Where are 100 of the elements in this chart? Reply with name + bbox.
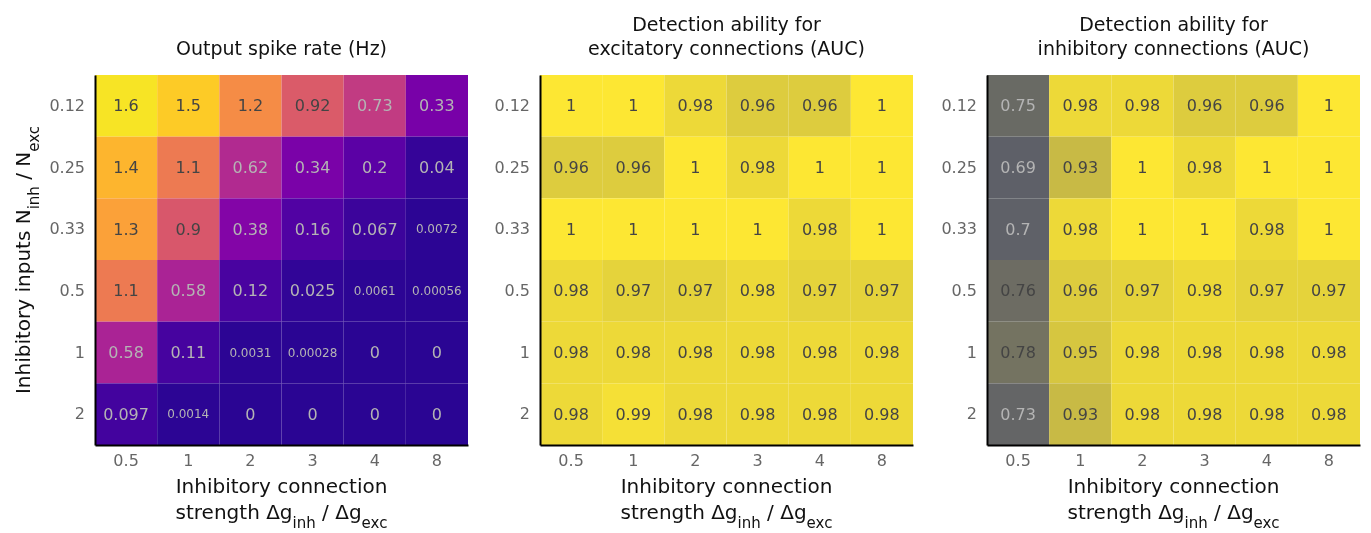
data-label: 0.98 (801, 404, 838, 424)
x-tick-label: 2 (245, 451, 256, 471)
x-axis-title: Inhibitory connection strength Δg$_{inh}$ / Δg$_{exc}$ (620, 474, 833, 532)
data-label: 1.3 (113, 219, 139, 239)
x-tick-label: 8 (1323, 451, 1335, 471)
data-label: 0.097 (103, 404, 149, 424)
x-tick-label: 1 (183, 451, 194, 471)
data-label: 0.99 (615, 404, 652, 424)
data-label: 0.96 (1248, 96, 1285, 116)
data-label: 0.97 (677, 281, 714, 301)
y-tick-label: 0.5 (951, 280, 977, 300)
data-label: 0.93 (1062, 404, 1099, 424)
data-label: 0.98 (615, 343, 652, 362)
data-label: 0.98 (677, 343, 714, 362)
data-label: 0.98 (553, 343, 589, 362)
data-label: 0.73 (356, 96, 393, 116)
data-label: 0.98 (1186, 343, 1223, 362)
y-tick-label: 0.33 (49, 219, 85, 239)
x-tick-label: 2 (690, 451, 701, 471)
x-tick-label: 0.5 (558, 451, 584, 471)
data-label: 0.98 (1186, 158, 1223, 177)
x-tick-label: 3 (307, 451, 318, 471)
y-tick-label: 0.33 (494, 219, 530, 239)
data-label: 0.38 (232, 219, 269, 239)
y-tick-label: 0.25 (941, 157, 977, 177)
data-label: 1 (1323, 219, 1335, 239)
data-label: 0.93 (1062, 158, 1099, 177)
data-label: 1.2 (237, 96, 264, 116)
x-axis-title: Inhibitory connection strength Δg$_{inh}$ / Δg$_{exc}$ (1067, 474, 1280, 532)
data-label: 1 (876, 158, 888, 177)
chart-title: Output spike rate (Hz) (175, 37, 388, 59)
data-label: 0.69 (1000, 158, 1036, 177)
data-label: 0.98 (739, 158, 776, 177)
x-tick-label: 8 (876, 451, 888, 471)
data-label: 1 (876, 96, 888, 116)
data-label: 1 (814, 158, 825, 177)
data-label: 0.98 (677, 96, 714, 116)
data-label: 0.62 (232, 158, 269, 177)
y-tick-label: 0.33 (941, 219, 977, 239)
data-label: 1 (690, 158, 701, 177)
data-label: 0.97 (1311, 281, 1347, 301)
data-label: 1.5 (175, 96, 201, 116)
data-label: 0.97 (1248, 281, 1285, 301)
x-tick-label: 4 (814, 451, 825, 471)
x-tick-label: 2 (1137, 451, 1148, 471)
y-tick-label: 0.12 (49, 95, 85, 115)
data-label: 0.33 (419, 96, 455, 116)
data-label: 0.92 (294, 96, 331, 116)
data-label: 1.4 (113, 158, 139, 177)
data-label: 0.11 (170, 343, 207, 362)
data-label: 0.97 (864, 281, 900, 301)
data-label: 0.98 (1124, 404, 1161, 424)
data-label: 0.96 (615, 158, 652, 177)
data-label: 0.97 (1124, 281, 1161, 301)
data-label: 0.98 (553, 404, 589, 424)
y-tick-label: 0.12 (941, 95, 977, 115)
x-tick-label: 3 (752, 451, 763, 471)
data-label: 0.98 (801, 219, 838, 239)
data-label: 1 (752, 219, 763, 239)
data-label: 0.98 (739, 281, 776, 301)
data-label: 0.98 (1248, 404, 1285, 424)
data-label: 0.0072 (415, 222, 458, 237)
y-tick-label: 1 (966, 342, 977, 362)
data-label: 0 (245, 404, 256, 424)
chart-title: Detection ability for excitatory connections (AUC) (588, 13, 865, 59)
data-label: 0.04 (419, 158, 455, 177)
data-label: 0.97 (801, 281, 838, 301)
data-label: 0.98 (1311, 404, 1347, 424)
y-tick-label: 0.25 (494, 157, 530, 177)
data-label: 0.00028 (287, 345, 338, 360)
x-tick-label: 4 (1261, 451, 1272, 471)
y-tick-label: 2 (966, 404, 977, 424)
data-label: 0.96 (739, 96, 776, 116)
data-label: 0.00056 (412, 283, 462, 298)
data-label: 1 (628, 96, 639, 116)
data-label: 0.98 (1062, 219, 1099, 239)
data-label: 1 (628, 219, 639, 239)
data-label: 0 (307, 404, 318, 424)
y-tick-label: 1 (519, 342, 530, 362)
data-label: 1.6 (113, 96, 139, 116)
data-label: 1 (1137, 219, 1148, 239)
data-label: 1 (690, 219, 701, 239)
y-tick-label: 0.5 (504, 280, 530, 300)
data-label: 1.1 (113, 281, 139, 301)
data-label: 0.97 (615, 281, 652, 301)
data-label: 0.98 (739, 404, 776, 424)
data-label: 0.75 (1000, 96, 1036, 116)
data-label: 0.0014 (167, 407, 210, 422)
data-label: 1 (1137, 158, 1148, 177)
data-label: 1 (565, 219, 577, 239)
x-tick-label: 0.5 (113, 451, 139, 471)
x-tick-label: 1 (1075, 451, 1086, 471)
y-tick-label: 2 (74, 404, 85, 424)
data-label: 0.96 (553, 158, 589, 177)
data-label: 0.0061 (353, 283, 396, 298)
data-label: 0.0031 (229, 345, 272, 360)
data-label: 0.98 (864, 343, 900, 362)
data-label: 1 (1199, 219, 1210, 239)
data-label: 0.7 (1005, 219, 1031, 239)
data-label: 0.025 (289, 281, 336, 301)
